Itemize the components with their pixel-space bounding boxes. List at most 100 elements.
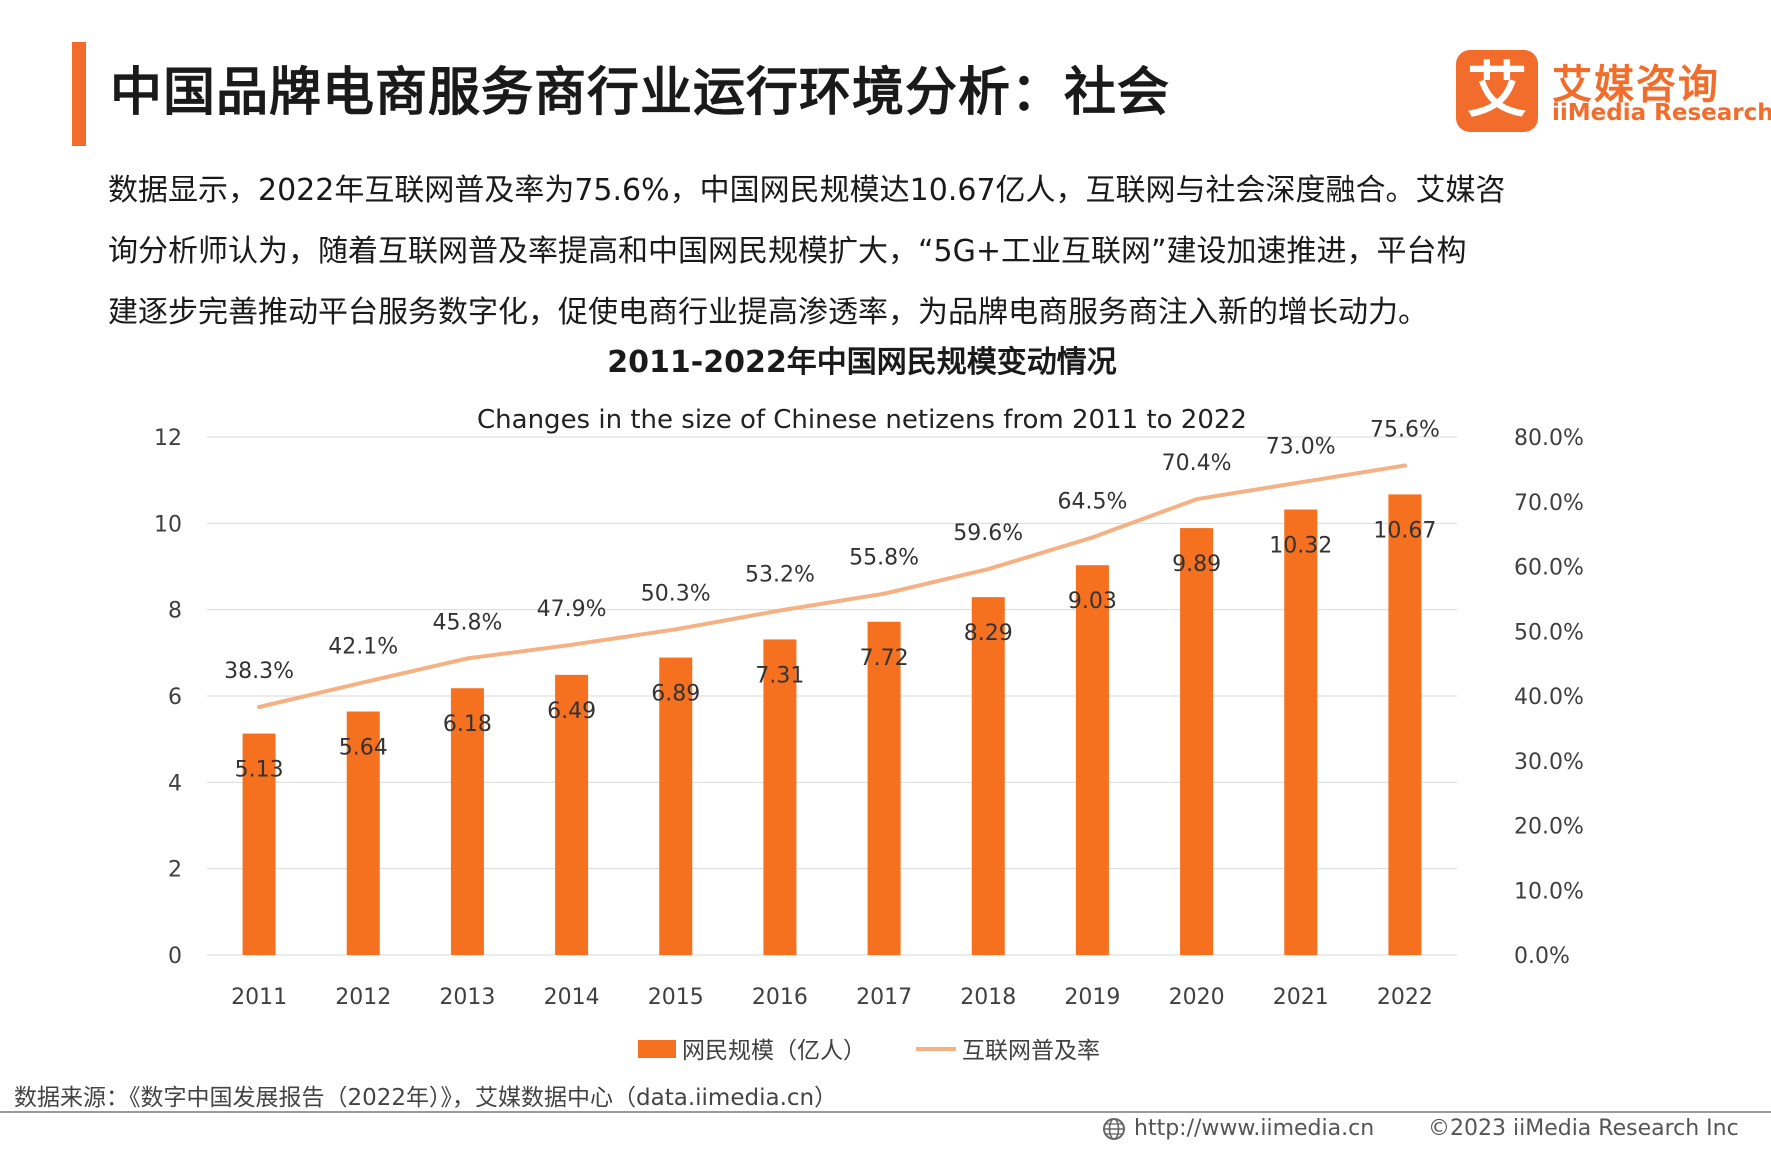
x-tick-label: 2021: [1273, 985, 1329, 1010]
bar: [659, 657, 693, 955]
line-point: [569, 642, 574, 647]
chart-subtitle: Changes in the size of Chinese netizens …: [477, 405, 1247, 435]
line-value-label: 64.5%: [1057, 489, 1127, 514]
data-source: 数据来源：《数字中国发展报告（2022年）》，艾媒数据中心（data.iimed…: [14, 1085, 838, 1111]
description-line: 询分析师认为，随着互联网普及率提高和中国网民规模扩大，“5G+工业互联网”建设加…: [108, 234, 1467, 269]
bar: [1284, 509, 1318, 955]
bar-value-label: 10.32: [1269, 534, 1332, 559]
bar-value-label: 7.31: [755, 663, 804, 688]
chart-title: 2011-2022年中国网民规模变动情况: [607, 345, 1116, 380]
bar-value-label: 9.03: [1068, 589, 1117, 614]
legend-bar-label: 网民规模（亿人）: [682, 1038, 866, 1064]
footer-copyright: ©2023 iiMedia Research Inc: [1428, 1116, 1739, 1141]
bar-value-label: 9.89: [1172, 552, 1221, 577]
line-value-label: 42.1%: [328, 634, 398, 659]
y2-tick-label: 40.0%: [1514, 685, 1584, 710]
bar: [450, 688, 484, 955]
line-point: [1402, 463, 1407, 468]
bar: [346, 711, 380, 955]
bar: [555, 674, 589, 955]
brand-logo: 艾 艾媒咨询 iiMedia Research: [1456, 50, 1771, 134]
title-accent-bar: [72, 42, 86, 146]
y-tick-label: 6: [168, 685, 182, 710]
line-point: [777, 608, 782, 613]
penetration-rate-line: [257, 463, 1407, 709]
x-tick-label: 2022: [1377, 985, 1433, 1010]
line-point: [986, 567, 991, 572]
bar-value-label: 6.18: [443, 712, 492, 737]
line-point: [882, 591, 887, 596]
y2-tick-label: 0.0%: [1514, 944, 1570, 969]
line-value-label: 70.4%: [1162, 451, 1232, 476]
line-value-label: 55.8%: [849, 546, 919, 571]
line-point: [1298, 480, 1303, 485]
legend-bar-swatch: [638, 1040, 676, 1058]
logo-mark-glyph: 艾: [1467, 56, 1527, 126]
x-tick-label: 2019: [1064, 985, 1120, 1010]
line-value-label: 47.9%: [537, 597, 607, 622]
y-tick-label: 0: [168, 944, 182, 969]
x-tick-label: 2017: [856, 985, 912, 1010]
description-line: 建逐步完善推动平台服务数字化，促使电商行业提高渗透率，为品牌电商服务商注入新的增…: [108, 295, 1428, 330]
bar-value-label: 6.49: [547, 699, 596, 724]
bar: [971, 597, 1005, 955]
description-line: 数据显示，2022年互联网普及率为75.6%，中国网民规模达10.67亿人，互联…: [108, 173, 1506, 208]
description: 数据显示，2022年互联网普及率为75.6%，中国网民规模达10.67亿人，互联…: [108, 160, 1668, 343]
bar: [1180, 528, 1214, 955]
bar: [242, 733, 276, 955]
y2-tick-label: 80.0%: [1514, 426, 1584, 451]
x-tick-label: 2014: [544, 985, 600, 1010]
x-tick-label: 2018: [960, 985, 1016, 1010]
line-value-label: 53.2%: [745, 563, 815, 588]
bar: [1075, 565, 1109, 955]
y-tick-label: 12: [154, 426, 182, 451]
logo-icon: 艾: [1456, 50, 1538, 132]
x-tick-label: 2016: [752, 985, 808, 1010]
bar-value-label: 8.29: [964, 621, 1013, 646]
y-tick-label: 8: [168, 599, 182, 624]
y-tick-label: 2: [168, 858, 182, 883]
x-tick-label: 2013: [439, 985, 495, 1010]
footer-divider: [0, 1111, 1771, 1113]
bar-value-label: 6.89: [651, 682, 700, 707]
line-point: [465, 656, 470, 661]
logo-name-en: iiMedia Research: [1552, 100, 1771, 126]
globe-icon: [1103, 1117, 1125, 1140]
y-tick-label: 4: [168, 771, 182, 796]
line-point: [673, 627, 678, 632]
line-value-label: 50.3%: [641, 581, 711, 606]
line-point: [257, 705, 262, 710]
bar-value-label: 5.64: [339, 736, 388, 761]
logo-name-cn: 艾媒咨询: [1552, 62, 1720, 108]
footer-link[interactable]: http://www.iimedia.cn: [1102, 1116, 1374, 1141]
line-value-label: 75.6%: [1370, 417, 1440, 442]
bar: [763, 639, 797, 955]
footer-url-text: http://www.iimedia.cn: [1134, 1116, 1375, 1141]
x-tick-label: 2020: [1169, 985, 1225, 1010]
y2-tick-label: 30.0%: [1514, 750, 1584, 775]
y2-tick-label: 50.0%: [1514, 620, 1584, 645]
line-value-label: 73.0%: [1266, 434, 1336, 459]
bar: [867, 621, 901, 955]
line-value-label: 38.3%: [224, 659, 294, 684]
y2-tick-label: 10.0%: [1514, 879, 1584, 904]
x-tick-label: 2011: [231, 985, 287, 1010]
y2-tick-label: 60.0%: [1514, 556, 1584, 581]
y-tick-label: 10: [154, 512, 182, 537]
bar-value-label: 10.67: [1373, 518, 1436, 543]
bar-value-label: 7.72: [860, 646, 909, 671]
line-point: [361, 680, 366, 685]
legend-line-label: 互联网普及率: [962, 1038, 1100, 1064]
y2-tick-label: 20.0%: [1514, 815, 1584, 840]
line-point: [1090, 535, 1095, 540]
bar-value-label: 5.13: [235, 758, 284, 783]
line-point: [1194, 497, 1199, 502]
y2-tick-label: 70.0%: [1514, 491, 1584, 516]
bar: [1388, 494, 1422, 955]
line-value-label: 59.6%: [953, 521, 1023, 546]
x-tick-label: 2012: [335, 985, 391, 1010]
x-tick-label: 2015: [648, 985, 704, 1010]
netizen-chart: 2011-2022年中国网民规模变动情况 Changes in the size …: [154, 345, 1584, 1064]
page-title: 中国品牌电商服务商行业运行环境分析：社会: [110, 63, 1171, 123]
line-value-label: 45.8%: [432, 610, 502, 635]
